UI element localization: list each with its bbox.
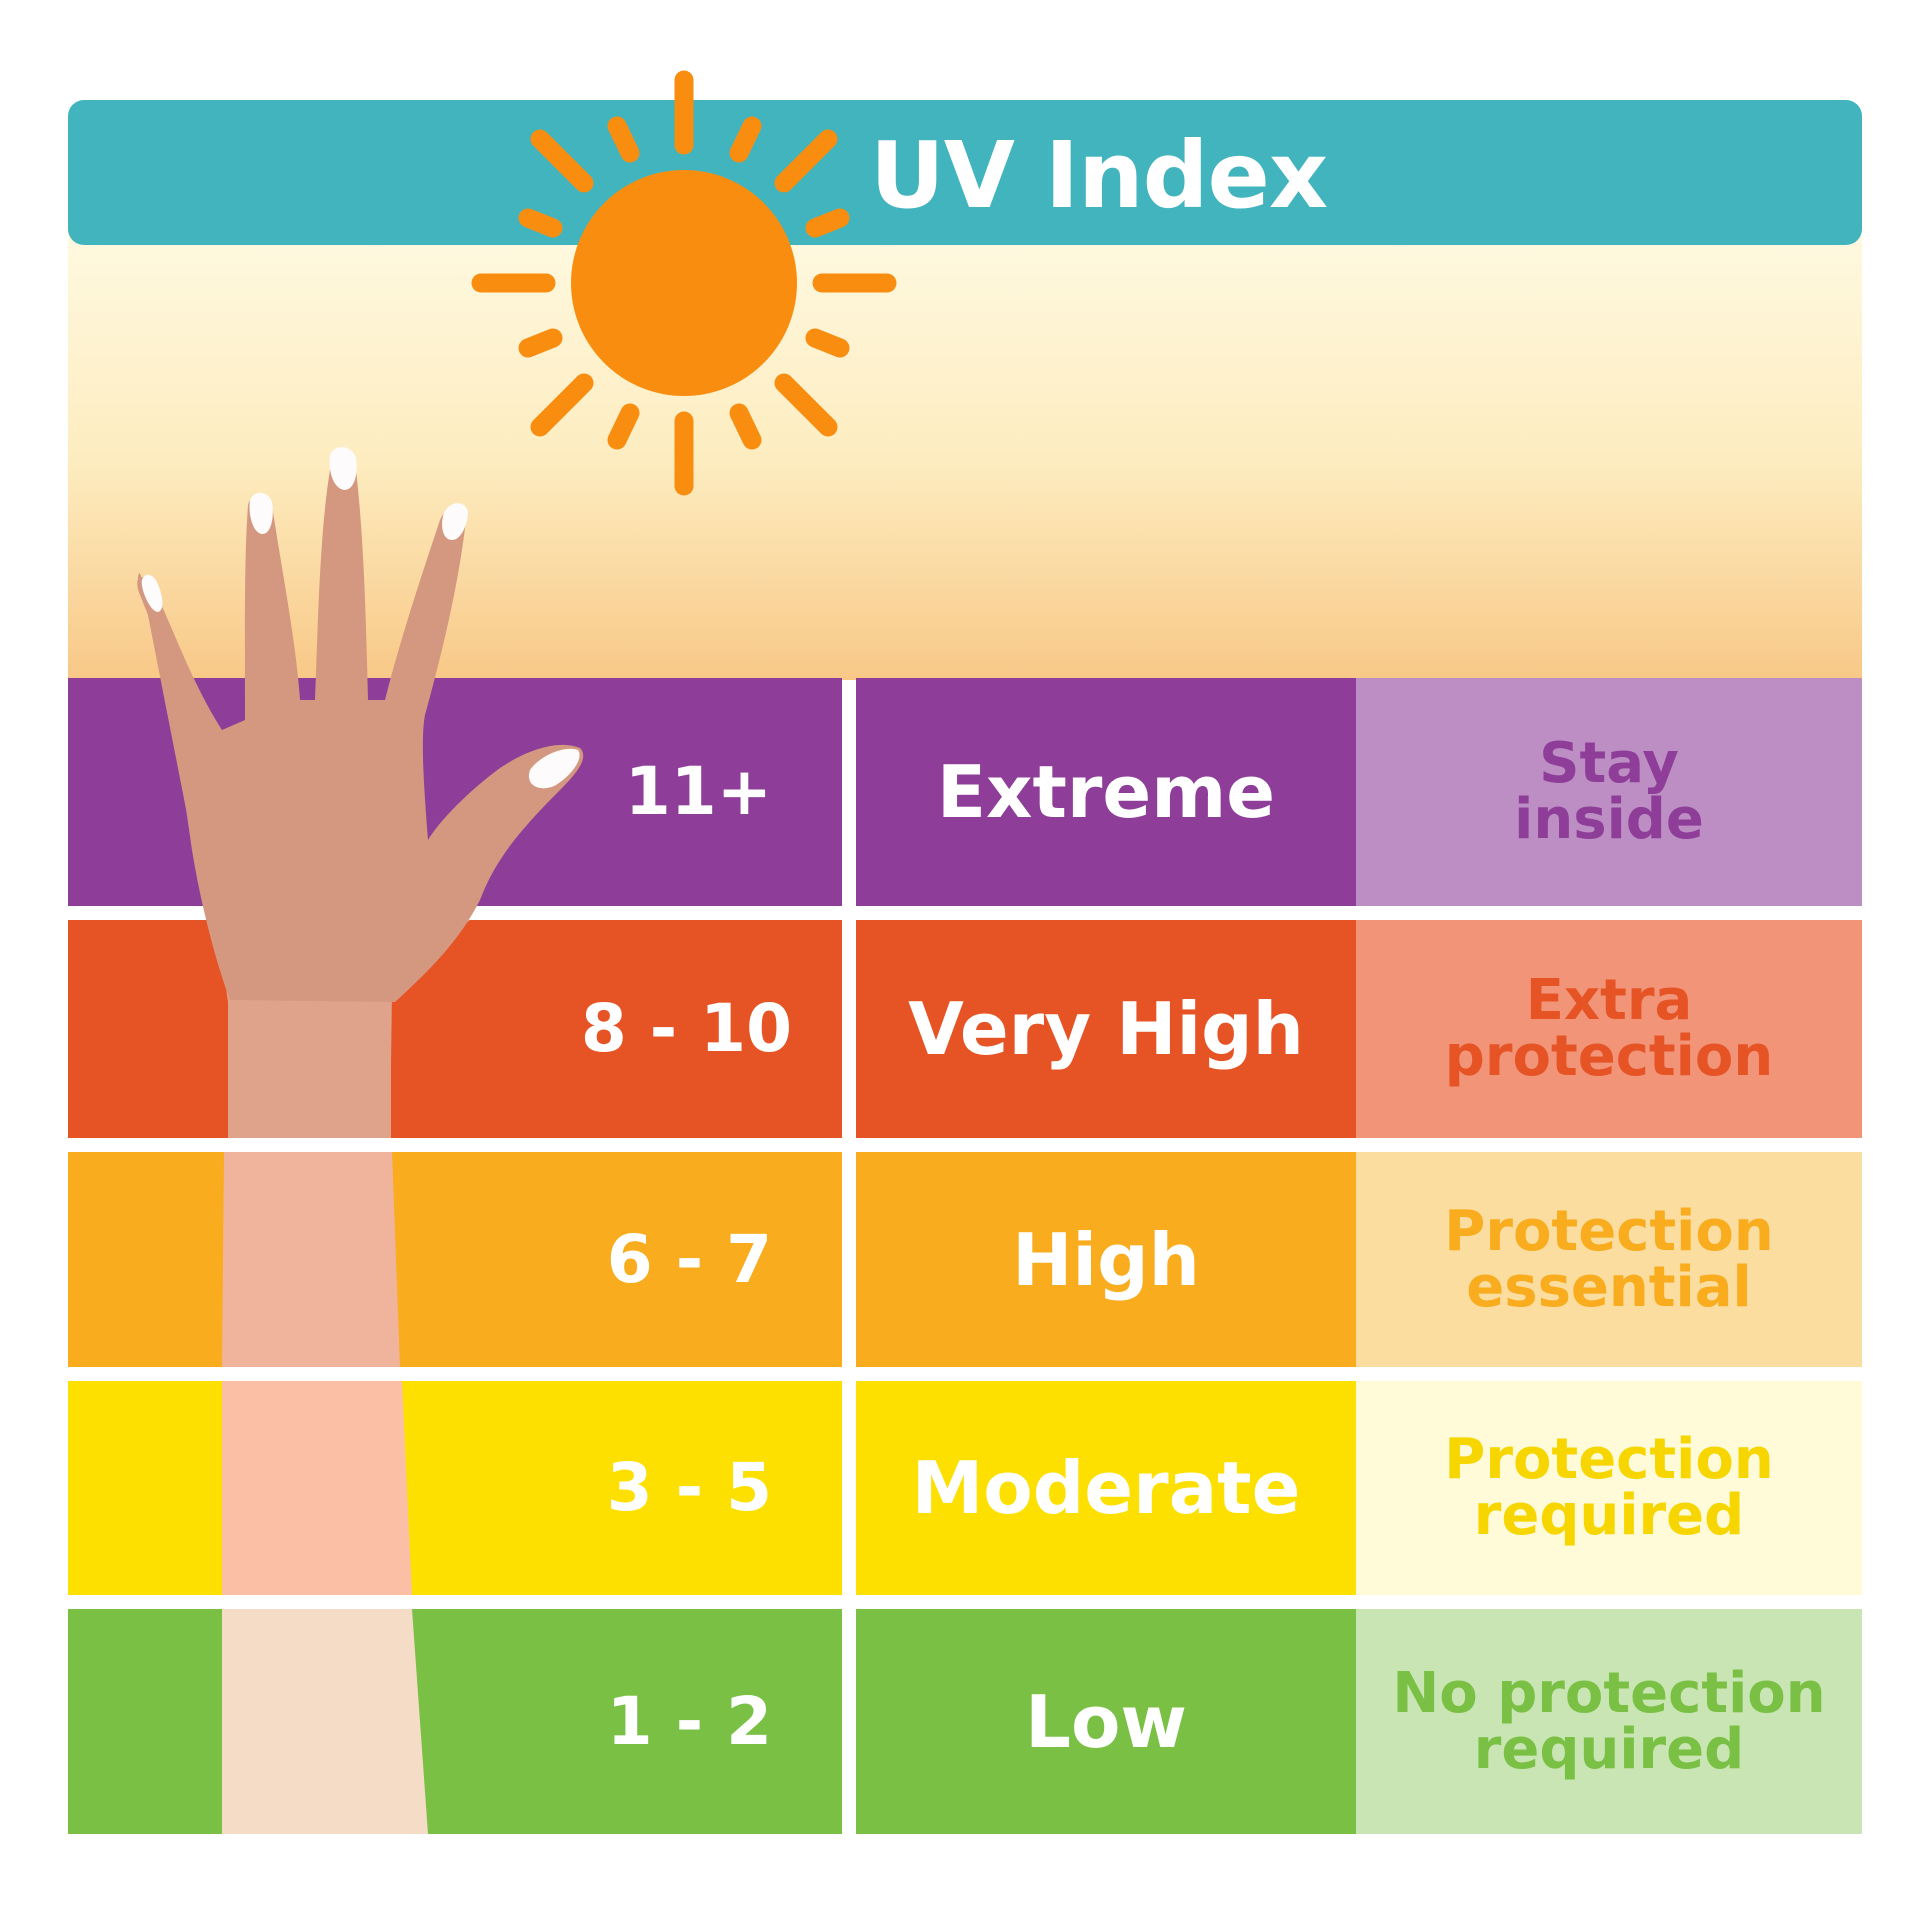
row-low-level-band <box>856 1609 1356 1834</box>
fingernail <box>141 574 163 612</box>
row-low-range-band <box>68 1609 842 1834</box>
row-low-range: 1 - 2 <box>606 1682 772 1760</box>
row-moderate-range: 3 - 5 <box>606 1449 772 1526</box>
row-moderate-level: Moderate <box>911 1446 1301 1530</box>
sky-background <box>68 200 1862 680</box>
row-moderate-range-band <box>68 1381 842 1595</box>
row-veryhigh-advice-band <box>1356 920 1862 1138</box>
hand-palm <box>137 455 584 1002</box>
header-bar <box>68 100 1862 245</box>
row-extreme-advice-line1: Stay <box>1539 731 1679 796</box>
row-veryhigh-level-band <box>856 920 1356 1138</box>
row-low-level: Low <box>1025 1679 1187 1764</box>
row-high-advice-line2: essential <box>1466 1254 1752 1320</box>
row-extreme-advice-band <box>1356 678 1862 906</box>
fingernail <box>442 503 468 540</box>
row-high-range: 6 - 7 <box>606 1220 772 1298</box>
row-low-advice-line2: required <box>1473 1716 1745 1782</box>
sun-icon <box>471 70 897 496</box>
row-veryhigh-advice-line1: Extra <box>1525 968 1693 1033</box>
row-veryhigh-range: 8 - 10 <box>580 990 792 1067</box>
row-high-advice: Protection essential <box>1356 1152 1862 1367</box>
row-low-advice-line1: No protection <box>1392 1660 1826 1726</box>
row-extreme-advice: Stay inside <box>1356 678 1862 906</box>
row-low-advice: No protection required <box>1356 1609 1862 1834</box>
row-low-advice-band <box>1356 1609 1862 1834</box>
row-high-level: High <box>1012 1217 1200 1302</box>
row-extreme-level-band <box>856 678 1356 906</box>
row-moderate-advice: Protection required <box>1356 1381 1862 1595</box>
page-title: UV Index <box>870 121 1328 229</box>
row-extreme-advice-line2: inside <box>1514 787 1704 852</box>
row-extreme-range: 11+ <box>624 753 772 830</box>
row-veryhigh-level: Very High <box>908 987 1304 1071</box>
hand-illustration <box>137 447 584 1002</box>
row-high-range-band <box>68 1152 842 1367</box>
fingernail <box>329 447 357 490</box>
thumbnail <box>528 748 580 789</box>
row-moderate-advice-line1: Protection <box>1444 1427 1774 1492</box>
row-high-level-band <box>856 1152 1356 1367</box>
arm-section-moderate <box>222 1381 412 1595</box>
row-veryhigh-range-band <box>68 920 842 1138</box>
arm-section-high <box>222 1152 400 1367</box>
row-moderate-advice-band <box>1356 1381 1862 1595</box>
fingernail <box>249 492 273 534</box>
row-extreme-level: Extreme <box>936 750 1276 834</box>
row-moderate-level-band <box>856 1381 1356 1595</box>
arm-section-low <box>222 1609 428 1834</box>
row-veryhigh-advice-line2: protection <box>1444 1024 1774 1089</box>
row-high-advice-band <box>1356 1152 1862 1367</box>
row-high-advice-line1: Protection <box>1444 1198 1774 1264</box>
row-veryhigh-advice: Extra protection <box>1356 920 1862 1138</box>
row-moderate-advice-line2: required <box>1473 1483 1745 1548</box>
